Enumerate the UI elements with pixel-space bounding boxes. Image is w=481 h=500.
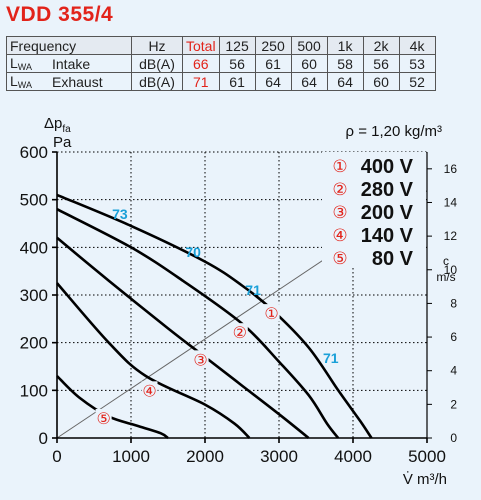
right-tick-label: 14 xyxy=(444,195,458,209)
y-axis-label-symbol: Δpfa xyxy=(44,115,71,135)
header-250: 250 xyxy=(254,36,292,55)
right-tick-label: 8 xyxy=(450,296,457,310)
curve-marker-bg xyxy=(263,304,280,322)
x-tick-label: 0 xyxy=(52,447,61,466)
row-unit: dB(A) xyxy=(131,72,183,91)
legend-label-3: 200 V xyxy=(361,202,414,224)
cell-value: 64 xyxy=(254,72,292,91)
legend: ① 400 V ② 280 V ③ 200 V ④ 140 V ⑤ 80 V xyxy=(322,152,426,270)
legend-marker-3: ③ xyxy=(332,203,347,222)
table-row-intake: LWA Intake dB(A) 66 56 61 60 58 56 53 xyxy=(6,54,436,73)
density-label: ρ = 1,20 kg/m³ xyxy=(346,123,443,140)
legend-label-2: 280 V xyxy=(361,179,414,201)
x-tick-label: 2000 xyxy=(186,447,224,466)
y-tick-label: 400 xyxy=(20,238,48,257)
sound-level-table: Frequency Hz Total 125 250 500 1k 2k 4k … xyxy=(6,36,436,91)
efficiency-label: 70 xyxy=(185,244,201,260)
table-row-exhaust: LWA Exhaust dB(A) 71 61 64 64 64 60 52 xyxy=(6,72,436,91)
right-axis-unit: m/s xyxy=(436,270,455,284)
legend-marker-1: ① xyxy=(332,157,347,176)
curve-marker-bg xyxy=(231,323,248,341)
model-title: VDD 355/4 xyxy=(6,3,114,26)
legend-label-4: 140 V xyxy=(361,225,414,247)
row-total: 71 xyxy=(182,72,220,91)
cell-value: 64 xyxy=(326,72,364,91)
curve-marker-3: ③ xyxy=(193,352,207,369)
efficiency-label: 71 xyxy=(245,282,261,298)
legend-label-5: 80 V xyxy=(372,248,414,270)
x-tick-label: 1000 xyxy=(112,447,150,466)
efficiency-label: 71 xyxy=(323,350,339,366)
y-tick-label: 500 xyxy=(20,191,48,210)
y-tick-label: 200 xyxy=(20,334,48,353)
y-tick-label: 600 xyxy=(20,143,48,162)
y-tick-label: 0 xyxy=(39,429,48,448)
cell-value: 52 xyxy=(398,72,436,91)
curve-marker-bg xyxy=(192,350,209,368)
curve-marker-5: ⑤ xyxy=(96,411,110,428)
row-unit: dB(A) xyxy=(131,54,183,73)
legend-label-1: 400 V xyxy=(361,156,414,178)
y-tick-label: 300 xyxy=(20,286,48,305)
cell-value: 64 xyxy=(290,72,328,91)
right-tick-label: 6 xyxy=(450,330,457,344)
right-axis-label: c xyxy=(443,254,449,268)
row-type: Exhaust xyxy=(49,72,132,91)
right-tick-label: 0 xyxy=(450,431,457,445)
right-tick-label: 12 xyxy=(444,229,458,243)
fan-curve-2 xyxy=(56,208,340,439)
curve-marker-bg xyxy=(95,408,112,426)
y-tick-label: 100 xyxy=(20,381,48,400)
legend-marker-2: ② xyxy=(332,180,347,199)
curve-marker-bg xyxy=(141,381,158,399)
cell-value: 53 xyxy=(398,54,436,73)
legend-marker-5: ⑤ xyxy=(332,249,347,268)
legend-marker-4: ④ xyxy=(332,226,347,245)
row-type: Intake xyxy=(49,54,132,73)
header-2k: 2k xyxy=(362,36,400,55)
curve-marker-2: ② xyxy=(233,325,247,342)
x-tick-label: 3000 xyxy=(260,447,298,466)
right-tick-label: 2 xyxy=(450,397,457,411)
fan-curve-5 xyxy=(56,375,169,440)
curve-marker-4: ④ xyxy=(142,383,156,400)
lwa-label: LWA xyxy=(6,72,49,91)
right-tick-label: 16 xyxy=(444,162,458,176)
header-frequency: Frequency xyxy=(6,36,132,55)
right-tick-label: 4 xyxy=(450,364,457,378)
cell-value: 56 xyxy=(218,54,256,73)
table-header-row: Frequency Hz Total 125 250 500 1k 2k 4k xyxy=(6,36,436,55)
header-1k: 1k xyxy=(326,36,364,55)
x-tick-label: 4000 xyxy=(334,447,372,466)
header-4k: 4k xyxy=(398,36,436,55)
header-500: 500 xyxy=(290,36,328,55)
x-tick-label: 5000 xyxy=(408,447,446,466)
efficiency-label: 73 xyxy=(112,206,128,222)
right-tick-label: 10 xyxy=(444,263,458,277)
x-axis-label: V̇ m³/h xyxy=(403,471,447,488)
curve-marker-1: ① xyxy=(264,306,278,323)
y-axis-label-unit: Pa xyxy=(53,134,72,151)
legend-background xyxy=(322,152,426,267)
fan-curve-4 xyxy=(56,282,251,439)
cell-value: 60 xyxy=(362,72,400,91)
header-hz: Hz xyxy=(131,36,183,55)
